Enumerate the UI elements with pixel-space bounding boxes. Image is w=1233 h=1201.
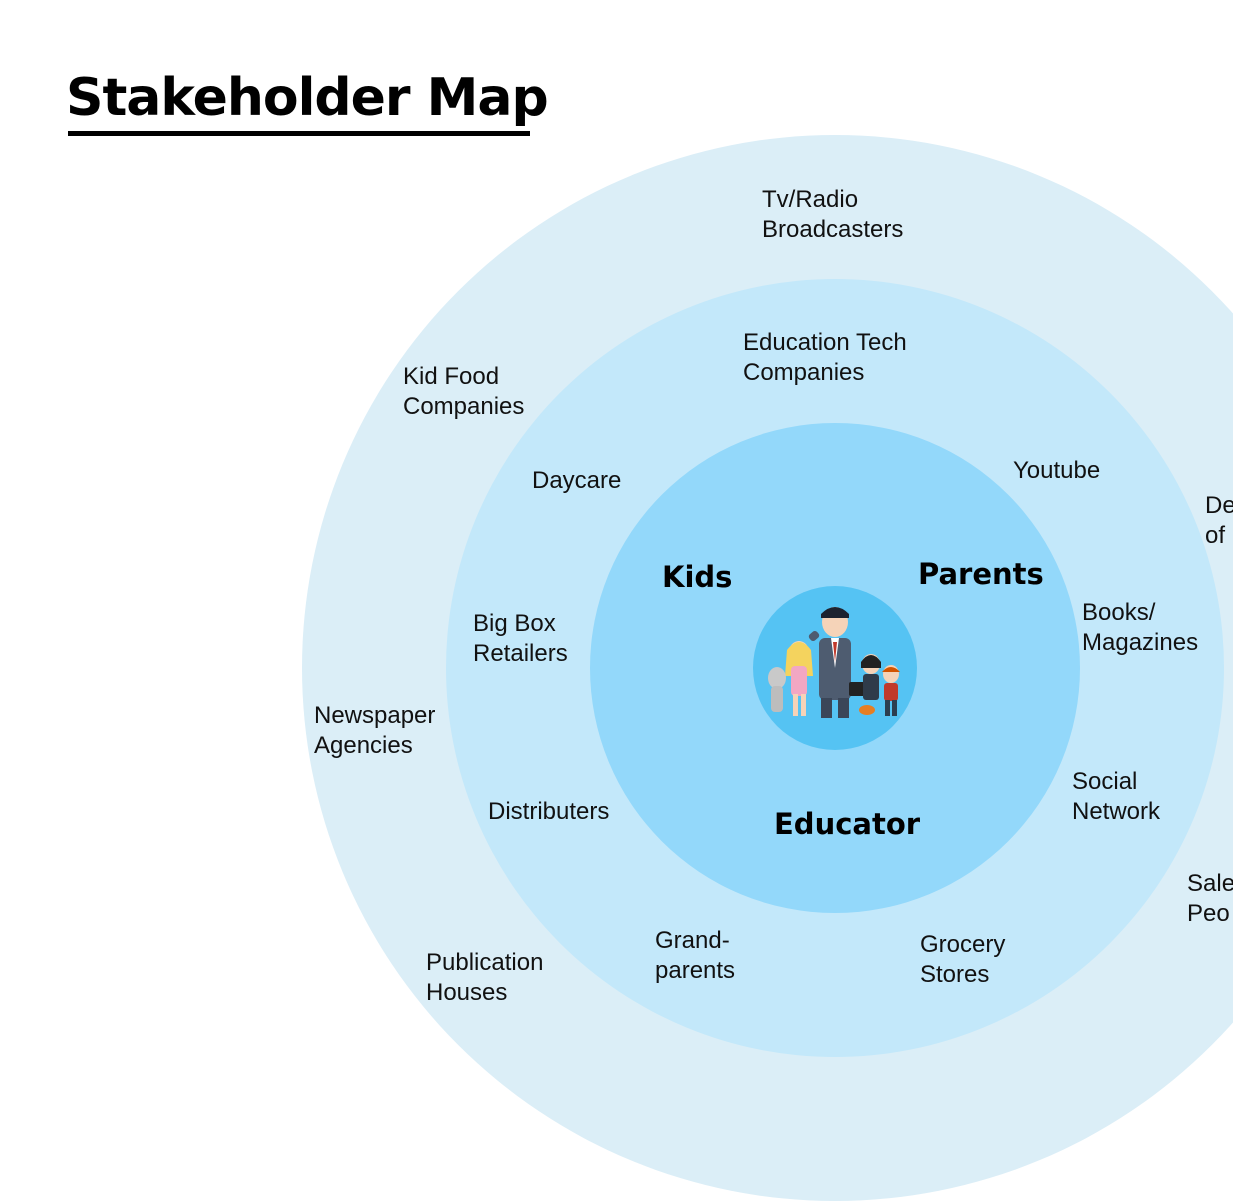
books-magazines-label: Books/ Magazines <box>1082 599 1199 656</box>
publication-houses-label: Publication Houses <box>426 949 544 1006</box>
education-tech-label: Education Tech Companies <box>743 329 907 386</box>
page-title: Stakeholder Map <box>66 68 549 128</box>
newspaper-label: Newspaper Agencies <box>314 702 436 759</box>
educator-label: Educator <box>774 807 921 841</box>
department-label-cut: De of <box>1205 492 1233 549</box>
family-illustration-icon <box>768 607 900 718</box>
tv-radio-label: Tv/Radio Broadcasters <box>762 186 904 243</box>
grocery-stores-label: Grocery Stores <box>920 931 1006 988</box>
parents-label: Parents <box>918 557 1044 591</box>
distributers-label: Distributers <box>488 798 610 825</box>
core-circle <box>753 586 917 750</box>
grandparents-label: Grand- parents <box>655 927 736 984</box>
social-network-label: Social Network <box>1072 768 1161 825</box>
daycare-label: Daycare <box>532 467 622 494</box>
youtube-label: Youtube <box>1013 457 1101 484</box>
big-box-retailers-label: Big Box Retailers <box>473 610 568 667</box>
kid-food-label: Kid Food Companies <box>403 363 525 420</box>
title-underline <box>68 131 530 136</box>
sales-people-label-cut: Sale Peo <box>1187 870 1233 927</box>
kids-label: Kids <box>662 560 733 594</box>
